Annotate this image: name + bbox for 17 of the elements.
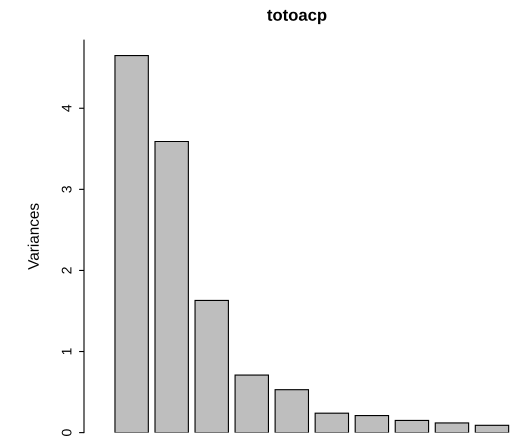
bar <box>474 424 510 433</box>
bar <box>394 420 430 433</box>
bar <box>234 374 269 433</box>
y-tick-label: 0 <box>62 429 72 436</box>
bar <box>274 389 310 433</box>
bar <box>354 415 390 433</box>
chart-title: totoacp <box>267 10 326 24</box>
bar <box>314 412 350 433</box>
y-tick-label: 1 <box>62 348 72 354</box>
y-tick-label: 4 <box>62 104 72 112</box>
y-axis-title: Variances <box>28 204 39 270</box>
bar <box>434 422 470 433</box>
y-tick-label: 3 <box>62 186 72 193</box>
bar <box>194 300 229 433</box>
y-tick-label: 2 <box>62 267 72 274</box>
bar <box>154 140 189 433</box>
bar <box>114 54 149 433</box>
